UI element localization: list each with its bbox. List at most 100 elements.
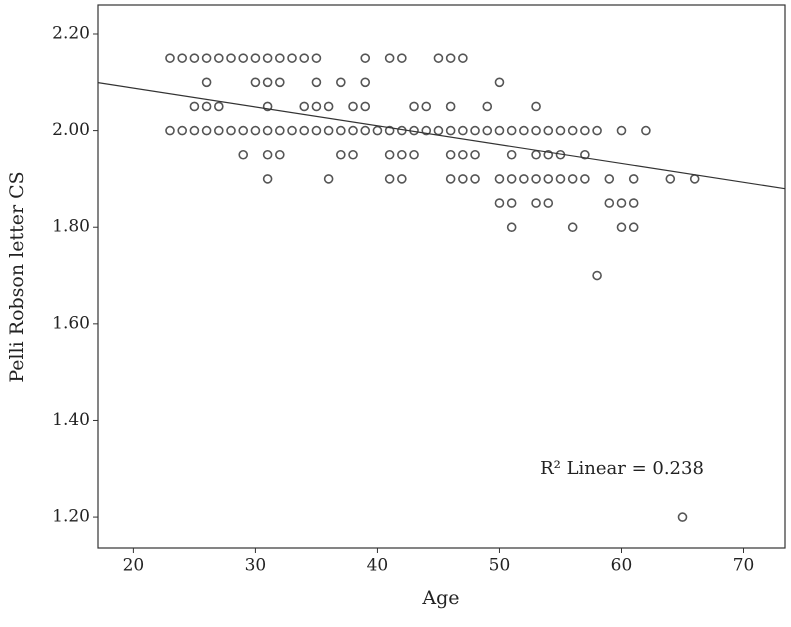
- point: [567, 125, 578, 136]
- point: [543, 198, 554, 208]
- point: [531, 125, 541, 136]
- point: [433, 53, 444, 63]
- point: [226, 53, 236, 63]
- y-tick-label: 1.60: [52, 313, 90, 333]
- point: [494, 77, 505, 88]
- point: [348, 101, 358, 112]
- point: [262, 174, 273, 184]
- point: [360, 53, 371, 63]
- point: [226, 125, 236, 136]
- point: [384, 125, 395, 136]
- point: [421, 125, 432, 136]
- x-tick-label: 70: [733, 556, 755, 576]
- point: [555, 125, 566, 136]
- point: [336, 149, 346, 160]
- point: [262, 77, 273, 88]
- point: [250, 125, 261, 136]
- point: [531, 101, 541, 112]
- point: [214, 101, 224, 112]
- point: [531, 198, 541, 208]
- point: [348, 125, 358, 136]
- point: [482, 101, 493, 112]
- point: [506, 125, 517, 136]
- point: [287, 53, 297, 63]
- point: [616, 222, 627, 233]
- point: [445, 174, 456, 184]
- point: [494, 198, 505, 208]
- point: [262, 53, 273, 63]
- point: [445, 53, 456, 63]
- point: [311, 101, 322, 112]
- point: [445, 149, 456, 160]
- point: [677, 512, 688, 522]
- point: [275, 125, 285, 136]
- point: [177, 125, 187, 136]
- point: [275, 77, 285, 88]
- point: [311, 125, 322, 136]
- point: [580, 174, 590, 184]
- point: [470, 149, 480, 160]
- annotation: R² Linear = 0.238: [540, 458, 704, 479]
- point: [384, 53, 395, 63]
- point: [628, 222, 639, 233]
- point: [238, 53, 249, 63]
- point: [616, 198, 627, 208]
- point: [336, 77, 346, 88]
- point: [555, 174, 566, 184]
- point: [201, 101, 212, 112]
- point: [445, 125, 456, 136]
- point: [458, 125, 468, 136]
- y-tick-label: 2.20: [52, 23, 90, 43]
- point: [494, 174, 505, 184]
- point: [323, 125, 334, 136]
- point: [628, 198, 639, 208]
- point: [250, 77, 261, 88]
- point: [421, 101, 432, 112]
- point: [519, 174, 529, 184]
- point: [506, 198, 517, 208]
- point: [567, 222, 578, 233]
- point: [628, 174, 639, 184]
- point: [360, 101, 371, 112]
- point: [201, 125, 212, 136]
- x-tick-label: 20: [123, 556, 145, 576]
- point: [397, 149, 407, 160]
- point: [372, 125, 383, 136]
- point: [275, 53, 285, 63]
- point: [189, 101, 200, 112]
- point: [580, 125, 590, 136]
- x-tick-label: 40: [367, 556, 389, 576]
- point: [506, 222, 517, 233]
- point: [641, 125, 651, 136]
- point: [201, 77, 212, 88]
- point: [287, 125, 297, 136]
- y-tick-label: 1.20: [52, 507, 90, 527]
- point: [592, 125, 602, 136]
- point: [384, 149, 395, 160]
- point: [189, 53, 200, 63]
- point: [214, 125, 224, 136]
- point: [360, 125, 371, 136]
- x-tick-label: 50: [489, 556, 511, 576]
- x-tick-label: 60: [611, 556, 633, 576]
- point: [238, 149, 249, 160]
- point: [665, 174, 676, 184]
- point: [275, 149, 285, 160]
- point: [336, 125, 346, 136]
- point: [409, 101, 419, 112]
- point: [323, 101, 334, 112]
- point: [299, 125, 310, 136]
- point: [519, 125, 529, 136]
- point: [470, 174, 480, 184]
- point: [531, 174, 541, 184]
- point: [189, 125, 200, 136]
- point: [616, 125, 627, 136]
- point: [604, 198, 615, 208]
- point: [262, 125, 273, 136]
- point: [482, 125, 493, 136]
- x-axis-label: Age: [421, 587, 459, 609]
- point: [458, 149, 468, 160]
- y-tick-label: 1.80: [52, 217, 90, 237]
- point: [580, 149, 590, 160]
